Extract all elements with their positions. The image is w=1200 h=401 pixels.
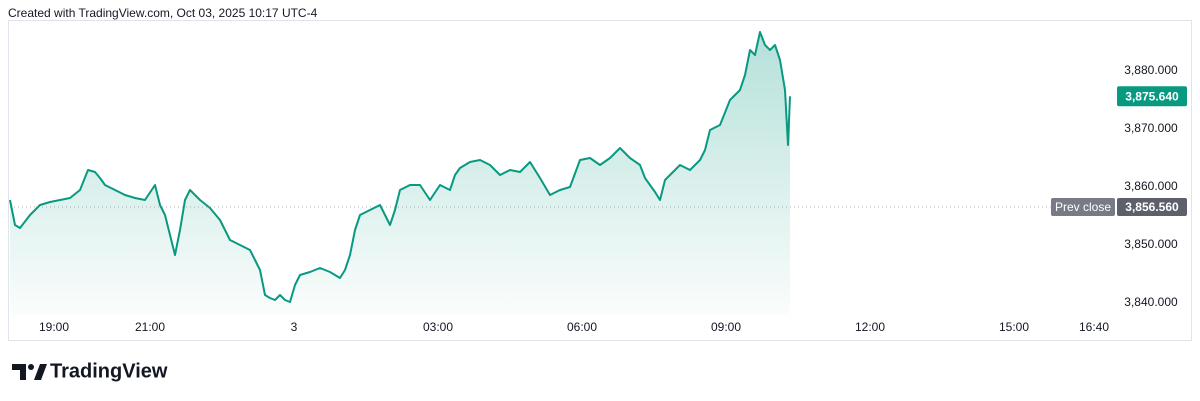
logo-mark <box>12 364 26 380</box>
prev-close-name-badge <box>1051 197 1115 216</box>
area-fill <box>10 32 790 315</box>
chart-frame <box>8 20 1192 341</box>
y-tick-label: 3,880.000 <box>1124 63 1178 77</box>
x-tick-label: 06:00 <box>567 320 597 334</box>
x-tick-label: 3 <box>291 320 298 334</box>
logo-mark <box>34 364 47 380</box>
x-tick-label: 19:00 <box>39 320 69 334</box>
y-tick-label: 3,850.000 <box>1124 237 1178 251</box>
last-price-label: 3,875.640 <box>1125 89 1179 103</box>
x-tick-label: 03:00 <box>423 320 453 334</box>
x-tick-label: 15:00 <box>999 320 1029 334</box>
prev-close-name: Prev close <box>1055 200 1111 214</box>
brand-logo <box>12 364 47 380</box>
x-tick-label: 21:00 <box>135 320 165 334</box>
x-tick-label: 12:00 <box>855 320 885 334</box>
y-tick-label: 3,840.000 <box>1124 295 1178 309</box>
x-tick-label: 09:00 <box>711 320 741 334</box>
y-tick-label: 3,870.000 <box>1124 121 1178 135</box>
brand-name: TradingView <box>50 360 168 382</box>
prev-close-badge <box>1117 197 1187 216</box>
logo-dot <box>28 364 34 370</box>
last-price-badge <box>1117 86 1187 107</box>
x-tick-label: 16:40 <box>1079 320 1109 334</box>
caption: Created with TradingView.com, Oct 03, 20… <box>8 6 318 20</box>
prev-close-label: 3,856.560 <box>1125 200 1179 214</box>
y-tick-label: 3,860.000 <box>1124 179 1178 193</box>
price-line <box>9 31 791 303</box>
